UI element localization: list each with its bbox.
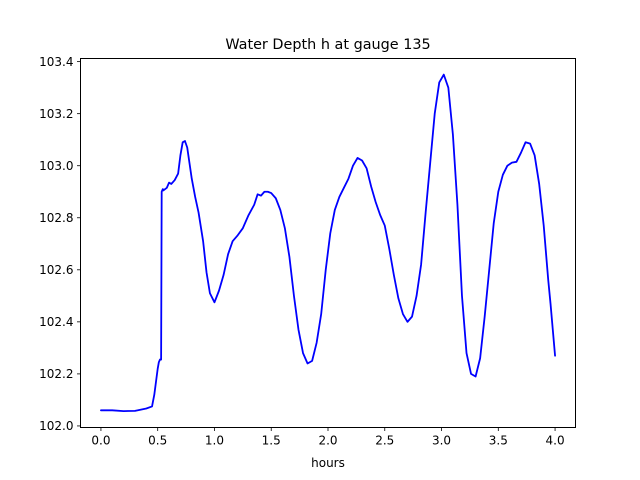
y-tick-label: 102.0: [39, 419, 73, 433]
y-tick-label: 102.4: [39, 315, 73, 329]
x-tick-label: 0.5: [148, 434, 167, 448]
x-tick-label: 2.0: [318, 434, 337, 448]
y-axis-ticks: 102.0 102.2 102.4 102.6 102.8 103.0 103.2 103.4: [39, 55, 81, 433]
x-tick-label: 3.5: [489, 434, 508, 448]
y-tick-label: 103.0: [39, 159, 73, 173]
x-axis-ticks: 0.0 0.5 1.0 1.5 2.0 2.5 3.0 3.5 4.0: [91, 427, 565, 448]
series-line: [100, 73, 556, 413]
chart-title: Water Depth h at gauge 135: [225, 37, 430, 53]
plot-frame: [80, 58, 576, 428]
plot-area: [100, 73, 556, 413]
y-tick-label: 102.6: [39, 263, 73, 277]
y-tick-label: 103.2: [39, 107, 73, 121]
x-tick-label: 1.0: [205, 434, 224, 448]
x-tick-label: 2.5: [375, 434, 394, 448]
x-tick-label: 4.0: [546, 434, 565, 448]
x-tick-label: 0.0: [91, 434, 110, 448]
x-axis-label: hours: [311, 456, 345, 470]
y-tick-label: 102.8: [39, 211, 73, 225]
x-tick-label: 3.0: [432, 434, 451, 448]
y-tick-label: 102.2: [39, 367, 73, 381]
x-tick-label: 1.5: [262, 434, 281, 448]
y-tick-label: 103.4: [39, 55, 73, 69]
